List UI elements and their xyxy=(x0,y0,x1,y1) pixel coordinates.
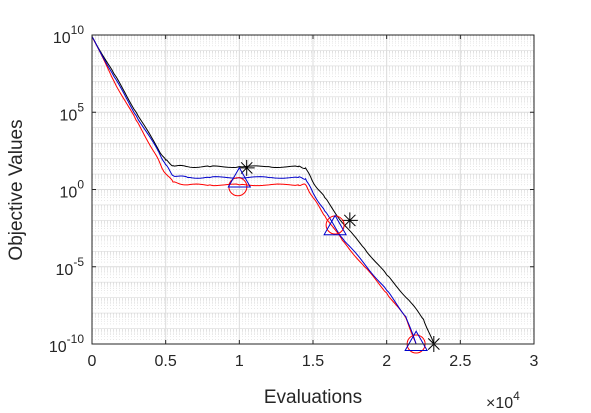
asterisk-stroke xyxy=(343,214,356,227)
y-tick-exponent: 5 xyxy=(77,100,84,114)
x-axis-ticks: 0 0.5 1 1.5 2 2.5 3 xyxy=(88,35,539,370)
x-tick-label: 1 xyxy=(235,353,244,370)
triangle-marker xyxy=(323,214,347,236)
series-line xyxy=(91,36,435,345)
x-tick-label: 2 xyxy=(382,353,391,370)
x-tick-label: 3 xyxy=(530,353,539,370)
x-tick-label: 2.5 xyxy=(449,353,471,370)
y-tick-exponent: -5 xyxy=(73,255,84,269)
x-tick-label: 0 xyxy=(88,353,97,370)
x-axis-multiplier: ×104 xyxy=(486,389,520,412)
y-tick-label: 10-5 xyxy=(56,255,85,279)
y-tick-base: 10 xyxy=(53,30,71,47)
x-multiplier-base: ×10 xyxy=(486,395,513,412)
y-tick-exponent: 10 xyxy=(71,23,85,37)
y-tick-label: 105 xyxy=(60,100,85,124)
x-tick-label: 0.5 xyxy=(155,353,177,370)
y-tick-label: 1010 xyxy=(53,23,84,47)
asterisk-marker xyxy=(341,212,358,229)
y-axis-label: Objective Values xyxy=(6,119,27,260)
y-tick-base: 10 xyxy=(60,185,78,202)
triangle-marker xyxy=(404,330,428,351)
y-tick-base: 10 xyxy=(56,262,74,279)
x-multiplier-exponent: 4 xyxy=(513,389,520,403)
y-tick-label: 10-10 xyxy=(49,332,84,356)
marker-layer xyxy=(227,159,442,354)
y-tick-exponent: 0 xyxy=(77,178,84,192)
triangle-marker xyxy=(227,166,252,188)
y-tick-base: 10 xyxy=(60,107,78,124)
series-line xyxy=(91,36,417,345)
y-tick-label: 100 xyxy=(60,178,85,202)
asterisk-stroke xyxy=(240,161,253,174)
asterisk-marker xyxy=(238,159,255,176)
x-axis-label: Evaluations xyxy=(264,387,362,408)
series-line xyxy=(91,36,417,345)
y-tick-exponent: -10 xyxy=(67,332,85,346)
x-tick-label: 1.5 xyxy=(302,353,324,370)
series-layer xyxy=(91,36,435,345)
y-tick-base: 10 xyxy=(49,339,67,356)
